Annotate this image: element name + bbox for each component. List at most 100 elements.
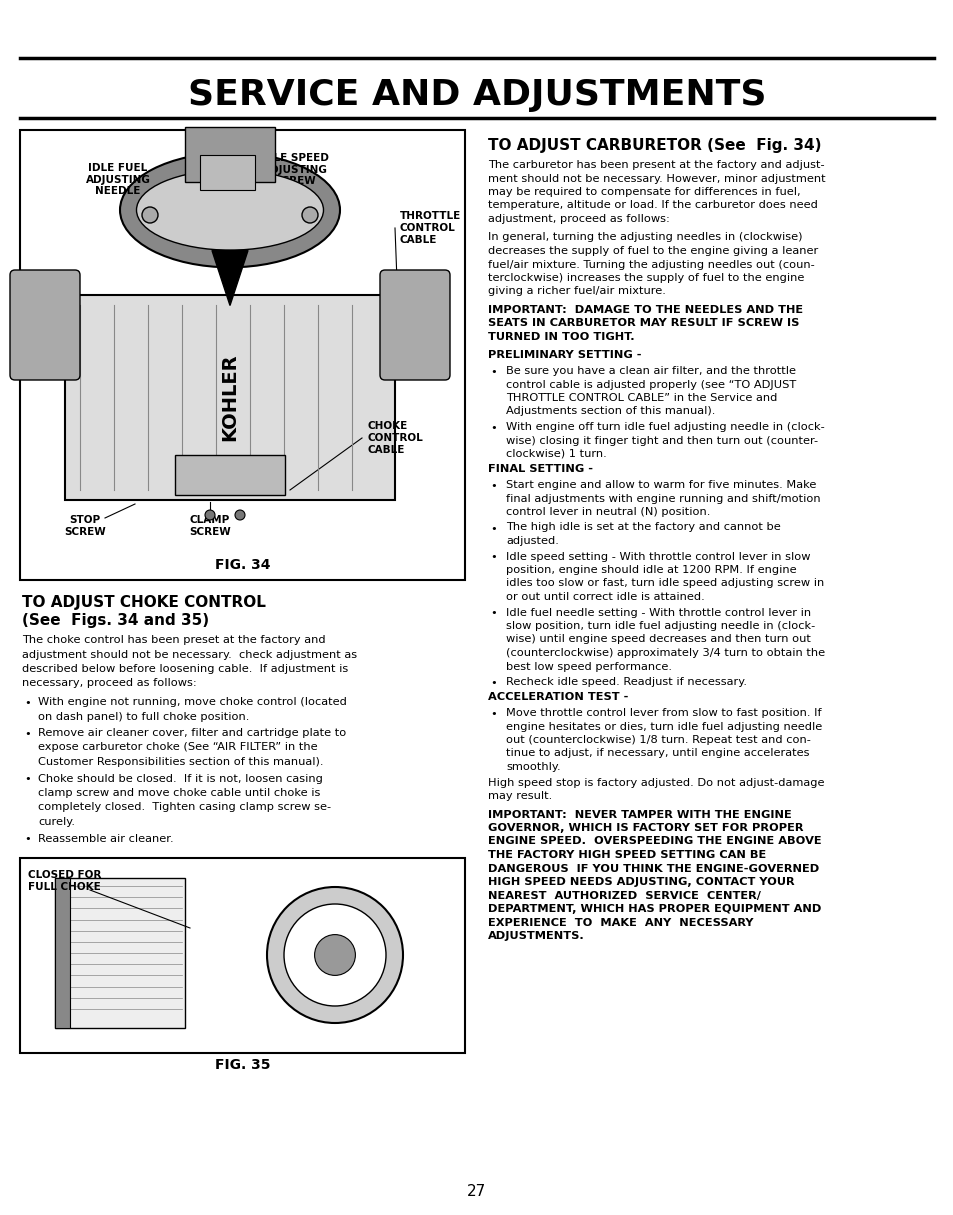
Text: Be sure you have a clean air filter, and the throttle: Be sure you have a clean air filter, and… [505, 366, 795, 375]
Text: clamp screw and move choke cable until choke is: clamp screw and move choke cable until c… [38, 789, 320, 798]
Circle shape [142, 207, 158, 224]
Text: necessary, proceed as follows:: necessary, proceed as follows: [22, 678, 196, 689]
Text: EXPERIENCE  TO  MAKE  ANY  NECESSARY: EXPERIENCE TO MAKE ANY NECESSARY [488, 917, 753, 927]
Text: giving a richer fuel/air mixture.: giving a richer fuel/air mixture. [488, 287, 665, 296]
Text: •: • [490, 609, 497, 618]
Text: tinue to adjust, if necessary, until engine accelerates: tinue to adjust, if necessary, until eng… [505, 748, 809, 758]
Text: With engine not running, move choke control (located: With engine not running, move choke cont… [38, 697, 347, 707]
Text: or out until correct idle is attained.: or out until correct idle is attained. [505, 592, 704, 601]
Text: In general, turning the adjusting needles in (clockwise): In general, turning the adjusting needle… [488, 232, 801, 243]
Text: SEATS IN CARBURETOR MAY RESULT IF SCREW IS: SEATS IN CARBURETOR MAY RESULT IF SCREW … [488, 318, 799, 328]
FancyBboxPatch shape [379, 270, 450, 380]
Text: Recheck idle speed. Readjust if necessary.: Recheck idle speed. Readjust if necessar… [505, 677, 746, 686]
Text: clockwise) 1 turn.: clockwise) 1 turn. [505, 450, 606, 459]
Text: on dash panel) to full choke position.: on dash panel) to full choke position. [38, 712, 249, 722]
Text: described below before loosening cable.  If adjustment is: described below before loosening cable. … [22, 665, 348, 674]
Text: Start engine and allow to warm for five minutes. Make: Start engine and allow to warm for five … [505, 480, 816, 490]
Text: GOVERNOR, WHICH IS FACTORY SET FOR PROPER: GOVERNOR, WHICH IS FACTORY SET FOR PROPE… [488, 823, 802, 833]
Text: terclockwise) increases the supply of fuel to the engine: terclockwise) increases the supply of fu… [488, 273, 803, 283]
Text: idles too slow or fast, turn idle speed adjusting screw in: idles too slow or fast, turn idle speed … [505, 578, 823, 588]
Text: out (counterclockwise) 1/8 turn. Repeat test and con-: out (counterclockwise) 1/8 turn. Repeat … [505, 735, 810, 745]
Text: adjustment, proceed as follows:: adjustment, proceed as follows: [488, 214, 669, 224]
Text: PRELIMINARY SETTING -: PRELIMINARY SETTING - [488, 350, 640, 361]
Text: IDLE SPEED
ADJUSTING
SCREW: IDLE SPEED ADJUSTING SCREW [261, 153, 329, 186]
Text: Adjustments section of this manual).: Adjustments section of this manual). [505, 407, 715, 417]
Text: •: • [490, 524, 497, 533]
Text: •: • [490, 553, 497, 563]
Text: •: • [490, 423, 497, 433]
Text: THROTTLE
CONTROL
CABLE: THROTTLE CONTROL CABLE [399, 211, 460, 244]
Text: NEAREST  AUTHORIZED  SERVICE  CENTER/: NEAREST AUTHORIZED SERVICE CENTER/ [488, 891, 760, 900]
Bar [20, 130, 464, 580]
Ellipse shape [120, 153, 339, 267]
Text: DEPARTMENT, WHICH HAS PROPER EQUIPMENT AND: DEPARTMENT, WHICH HAS PROPER EQUIPMENT A… [488, 904, 821, 914]
Text: •: • [490, 481, 497, 491]
Text: ment should not be necessary. However, minor adjustment: ment should not be necessary. However, m… [488, 174, 824, 183]
Text: IMPORTANT:  NEVER TAMPER WITH THE ENGINE: IMPORTANT: NEVER TAMPER WITH THE ENGINE [488, 809, 791, 819]
Bar [55, 878, 70, 1028]
Text: •: • [490, 710, 497, 719]
Text: SERVICE AND ADJUSTMENTS: SERVICE AND ADJUSTMENTS [188, 78, 765, 112]
Text: The choke control has been preset at the factory and: The choke control has been preset at the… [22, 635, 325, 645]
Circle shape [284, 904, 386, 1006]
Circle shape [234, 510, 245, 520]
Text: Remove air cleaner cover, filter and cartridge plate to: Remove air cleaner cover, filter and car… [38, 728, 346, 738]
Text: may result.: may result. [488, 791, 552, 801]
Text: IMPORTANT:  DAMAGE TO THE NEEDLES AND THE: IMPORTANT: DAMAGE TO THE NEEDLES AND THE [488, 305, 802, 315]
FancyBboxPatch shape [10, 270, 80, 380]
Bar [174, 454, 285, 495]
Text: •: • [24, 774, 30, 785]
Text: fuel/air mixture. Turning the adjusting needles out (coun-: fuel/air mixture. Turning the adjusting … [488, 260, 814, 270]
Text: Customer Responsibilities section of this manual).: Customer Responsibilities section of thi… [38, 757, 323, 767]
Text: engine hesitates or dies, turn idle fuel adjusting needle: engine hesitates or dies, turn idle fuel… [505, 722, 821, 731]
Text: DANGEROUS  IF YOU THINK THE ENGINE-GOVERNED: DANGEROUS IF YOU THINK THE ENGINE-GOVERN… [488, 864, 819, 874]
Ellipse shape [136, 170, 323, 250]
Circle shape [302, 207, 317, 224]
Text: Idle fuel needle setting - With throttle control lever in: Idle fuel needle setting - With throttle… [505, 608, 810, 617]
Text: Choke should be closed.  If it is not, loosen casing: Choke should be closed. If it is not, lo… [38, 774, 322, 784]
Text: control cable is adjusted properly (see “TO ADJUST: control cable is adjusted properly (see … [505, 379, 796, 390]
Text: ENGINE SPEED.  OVERSPEEDING THE ENGINE ABOVE: ENGINE SPEED. OVERSPEEDING THE ENGINE AB… [488, 836, 821, 847]
Text: THE FACTORY HIGH SPEED SETTING CAN BE: THE FACTORY HIGH SPEED SETTING CAN BE [488, 850, 765, 860]
Text: •: • [490, 678, 497, 688]
Text: STOP
SCREW: STOP SCREW [64, 515, 106, 537]
Text: CLOSED FOR
FULL CHOKE: CLOSED FOR FULL CHOKE [28, 870, 101, 892]
Text: best low speed performance.: best low speed performance. [505, 661, 671, 672]
Polygon shape [212, 250, 248, 305]
Bar [55, 878, 185, 1028]
Text: completely closed.  Tighten casing clamp screw se-: completely closed. Tighten casing clamp … [38, 802, 331, 813]
Text: expose carburetor choke (See “AIR FILTER” in the: expose carburetor choke (See “AIR FILTER… [38, 742, 317, 752]
Text: wise) closing it finger tight and then turn out (counter-: wise) closing it finger tight and then t… [505, 435, 818, 446]
Text: (See  Figs. 34 and 35): (See Figs. 34 and 35) [22, 614, 209, 628]
Text: FIG. 35: FIG. 35 [214, 1058, 270, 1072]
Text: adjusted.: adjusted. [505, 536, 558, 546]
Text: position, engine should idle at 1200 RPM. If engine: position, engine should idle at 1200 RPM… [505, 565, 796, 575]
Text: curely.: curely. [38, 816, 75, 827]
Text: HIGH SPEED NEEDS ADJUSTING, CONTACT YOUR: HIGH SPEED NEEDS ADJUSTING, CONTACT YOUR [488, 877, 794, 887]
Bar [65, 295, 395, 501]
Text: High speed stop is factory adjusted. Do not adjust-damage: High speed stop is factory adjusted. Do … [488, 778, 823, 787]
Bar [200, 156, 254, 190]
Text: (counterclockwise) approximately 3/4 turn to obtain the: (counterclockwise) approximately 3/4 tur… [505, 648, 824, 659]
Text: THROTTLE CONTROL CABLE” in the Service and: THROTTLE CONTROL CABLE” in the Service a… [505, 392, 777, 403]
Text: TO ADJUST CARBURETOR (See  Fig. 34): TO ADJUST CARBURETOR (See Fig. 34) [488, 139, 821, 153]
Text: decreases the supply of fuel to the engine giving a leaner: decreases the supply of fuel to the engi… [488, 245, 818, 256]
Text: CLAMP
SCREW: CLAMP SCREW [189, 515, 231, 537]
Bar [20, 858, 464, 1053]
Text: ADJUSTMENTS.: ADJUSTMENTS. [488, 931, 584, 940]
Text: may be required to compensate for differences in fuel,: may be required to compensate for differ… [488, 187, 800, 197]
Text: 27: 27 [467, 1185, 486, 1199]
Text: TO ADJUST CHOKE CONTROL: TO ADJUST CHOKE CONTROL [22, 595, 266, 610]
Text: •: • [24, 697, 30, 708]
Text: The carburetor has been present at the factory and adjust-: The carburetor has been present at the f… [488, 160, 823, 170]
Text: slow position, turn idle fuel adjusting needle in (clock-: slow position, turn idle fuel adjusting … [505, 621, 815, 631]
Text: FIG. 34: FIG. 34 [214, 558, 270, 572]
Text: Reassemble air cleaner.: Reassemble air cleaner. [38, 833, 173, 843]
Text: •: • [24, 729, 30, 739]
Text: With engine off turn idle fuel adjusting needle in (clock-: With engine off turn idle fuel adjusting… [505, 422, 824, 433]
Text: smoothly.: smoothly. [505, 762, 560, 772]
Text: TURNED IN TOO TIGHT.: TURNED IN TOO TIGHT. [488, 332, 634, 341]
Text: adjustment should not be necessary.  check adjustment as: adjustment should not be necessary. chec… [22, 650, 356, 660]
Text: temperature, altitude or load. If the carburetor does need: temperature, altitude or load. If the ca… [488, 200, 817, 210]
Text: IDLE FUEL
ADJUSTING
NEEDLE: IDLE FUEL ADJUSTING NEEDLE [86, 163, 151, 196]
